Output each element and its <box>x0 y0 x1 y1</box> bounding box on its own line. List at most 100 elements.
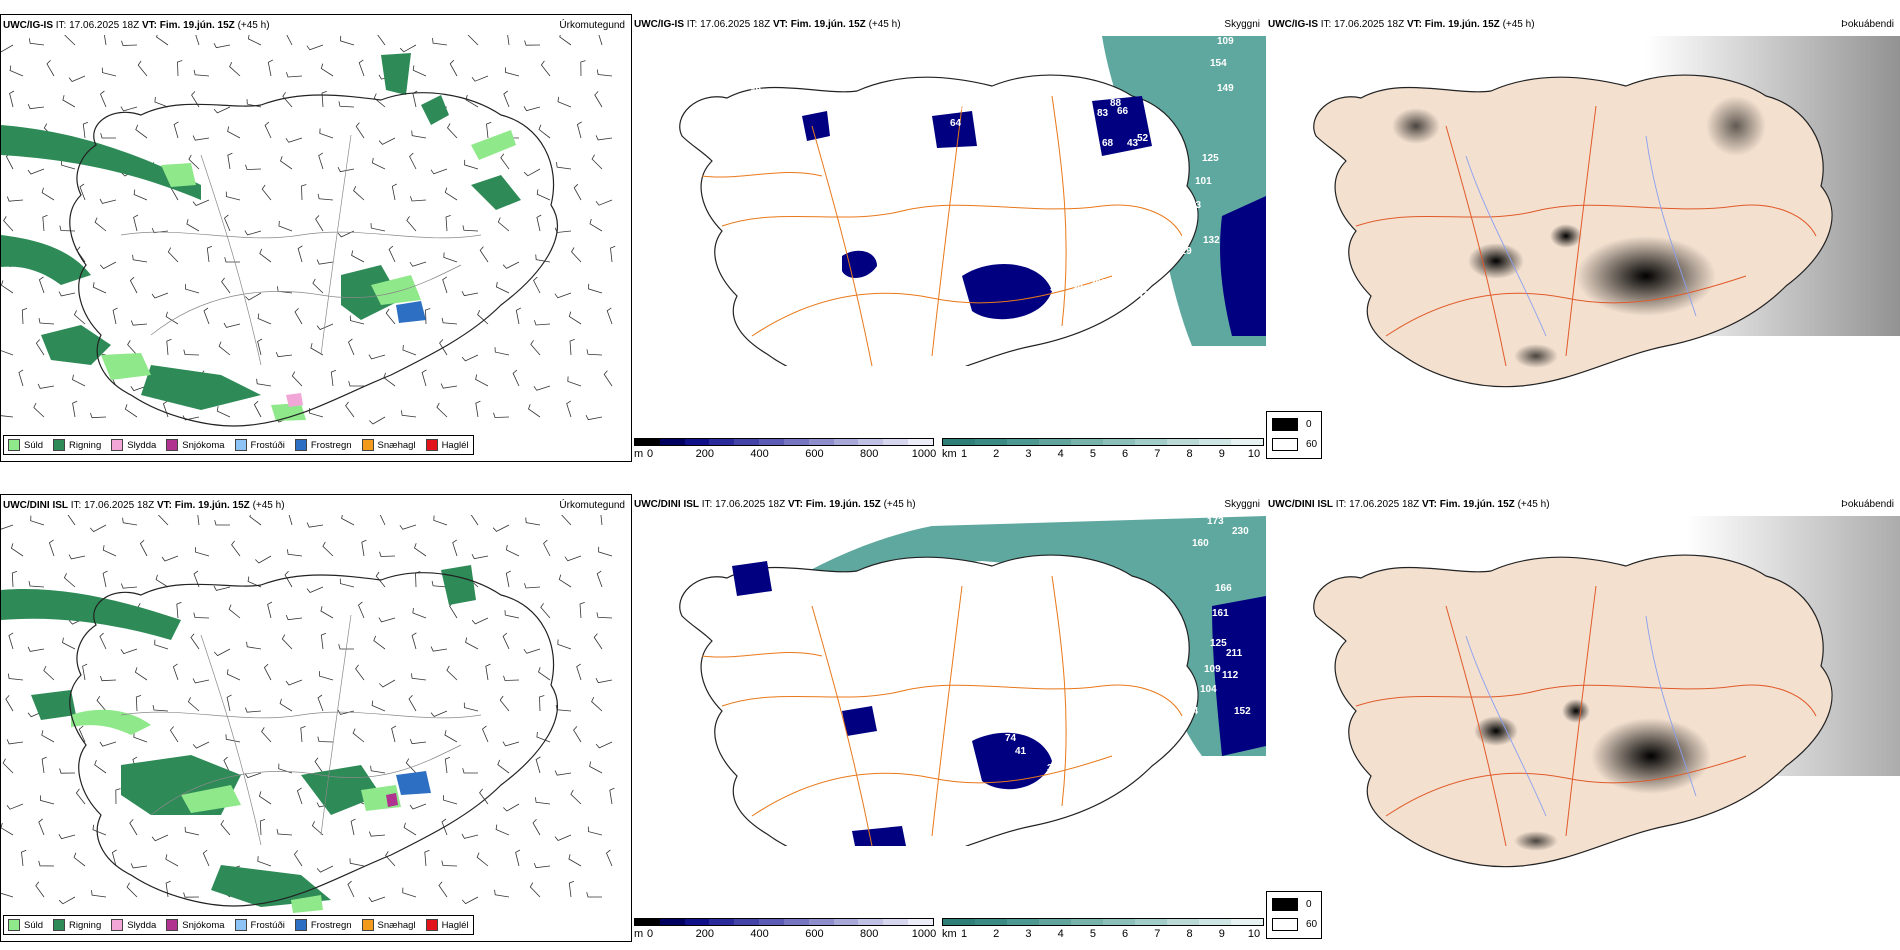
wind-barb <box>594 91 603 108</box>
visibility-value-label: 74 <box>1005 733 1017 744</box>
fog-areas <box>1392 96 1766 368</box>
wind-barb <box>442 276 448 294</box>
wind-barb <box>595 678 613 684</box>
visibility-value-label: 230 <box>1232 526 1249 537</box>
wind-barb <box>191 91 200 108</box>
wind-barb <box>94 217 107 232</box>
colorbar-tick-label: 800 <box>860 928 879 940</box>
wind-barb <box>536 189 551 201</box>
wind-barb <box>3 216 14 232</box>
wind-barb <box>259 819 266 836</box>
fog-legend: 0 60 <box>1266 411 1322 459</box>
wind-barb <box>523 648 541 654</box>
visibility-value-label: 83 <box>1097 108 1109 119</box>
wind-barb <box>580 60 586 77</box>
road-network <box>701 575 1183 846</box>
visibility-value-label: 74 <box>880 720 892 731</box>
visibility-value-label: 141 <box>1132 290 1149 301</box>
legend-item-sild: Súld <box>8 439 43 451</box>
wind-barb <box>476 852 489 867</box>
wind-barbs <box>1 35 616 425</box>
wind-barb <box>314 757 324 774</box>
wind-barb <box>408 695 417 712</box>
wind-barb <box>253 400 262 418</box>
visibility-value-label: 125 <box>1210 638 1227 649</box>
wind-barb <box>399 524 417 530</box>
wind-barb <box>130 863 148 869</box>
wind-barb <box>462 225 479 232</box>
fog-legend-low-label: 60 <box>1306 919 1318 930</box>
wind-barb <box>259 248 272 263</box>
wind-barb <box>462 768 478 774</box>
visibility-colorbar-m: m 0 200 400 600 800 1000 <box>634 918 936 942</box>
colorbar-tick-label: 400 <box>750 928 769 940</box>
colorbar-step <box>759 439 784 445</box>
wind-barb <box>48 539 55 557</box>
visibility-colorbar-km: km 1 2 3 4 5 6 7 8 9 10 <box>942 918 1264 942</box>
wind-barb <box>214 520 230 526</box>
wind-barb <box>409 261 427 267</box>
wind-barb <box>370 223 386 232</box>
wind-barb <box>224 214 231 232</box>
colorbar-step <box>1231 919 1263 925</box>
visibility-value-label: 59 <box>787 558 799 569</box>
rivers <box>1465 135 1697 337</box>
wind-barb <box>444 756 451 774</box>
legend-item-snaehagl: Snæhagl <box>361 439 416 451</box>
wind-barb <box>598 546 613 557</box>
wind-barb <box>341 515 355 526</box>
wind-barb <box>100 133 116 139</box>
panel-title: Úrkomutegund <box>559 500 625 511</box>
wind-barb <box>73 852 86 867</box>
wind-barb <box>525 517 541 526</box>
wind-barb <box>224 257 240 263</box>
wind-barb <box>206 245 213 263</box>
panel-header: UWC/DINI ISL IT: 17.06.2025 18Z VT: Fim.… <box>3 500 285 511</box>
wind-barb <box>133 732 148 743</box>
wind-barb <box>411 632 417 650</box>
wind-barb <box>358 601 365 619</box>
wind-barb <box>267 601 273 619</box>
wind-barb <box>256 378 272 387</box>
wind-barb <box>58 834 76 840</box>
wind-barb <box>11 571 18 588</box>
wind-barb <box>402 344 417 356</box>
wind-barb <box>99 261 117 270</box>
wind-barb <box>38 818 45 836</box>
wind-barb <box>1 892 14 898</box>
colorbar-step <box>635 919 660 925</box>
iceland-outline <box>69 572 558 907</box>
colorbar-tick-label: 6 <box>1122 928 1129 940</box>
wind-barb <box>184 826 200 836</box>
visibility-value-label: 55 <box>870 240 882 251</box>
wind-barb <box>495 281 510 294</box>
wind-barb <box>6 739 24 745</box>
wind-barb <box>5 695 14 712</box>
sea-visibility-area <box>782 516 1266 756</box>
wind-barb <box>100 675 117 682</box>
panel-header: UWC/DINI ISL IT: 17.06.2025 18Z VT: Fim.… <box>1268 499 1550 510</box>
wind-barb <box>42 214 48 232</box>
wind-barb <box>246 641 262 650</box>
wind-barb <box>183 349 200 356</box>
wind-barb <box>499 695 510 712</box>
colorbar-tick-label: 1 <box>960 928 968 940</box>
wind-barb <box>28 581 45 588</box>
colorbar-step <box>1039 439 1071 445</box>
visibility-value-label: 76 <box>932 686 944 697</box>
colorbar-tick-label: 0 <box>646 448 654 460</box>
colorbar-m <box>634 438 934 446</box>
wind-barb <box>540 603 551 619</box>
colorbar-step <box>1231 439 1263 445</box>
visibility-value-label: 13 <box>1137 156 1149 167</box>
wind-barb <box>275 351 293 358</box>
legend-item-snjokoma: Snjókoma <box>166 919 225 931</box>
wind-barb <box>461 354 479 362</box>
colorbar-step <box>635 439 660 445</box>
wind-barb <box>213 43 231 49</box>
wind-barb <box>569 339 575 356</box>
wind-barb <box>1 44 14 53</box>
colorbar-step <box>709 919 735 925</box>
wind-barb <box>524 40 541 46</box>
colorbar-tick-label: 600 <box>805 448 824 460</box>
